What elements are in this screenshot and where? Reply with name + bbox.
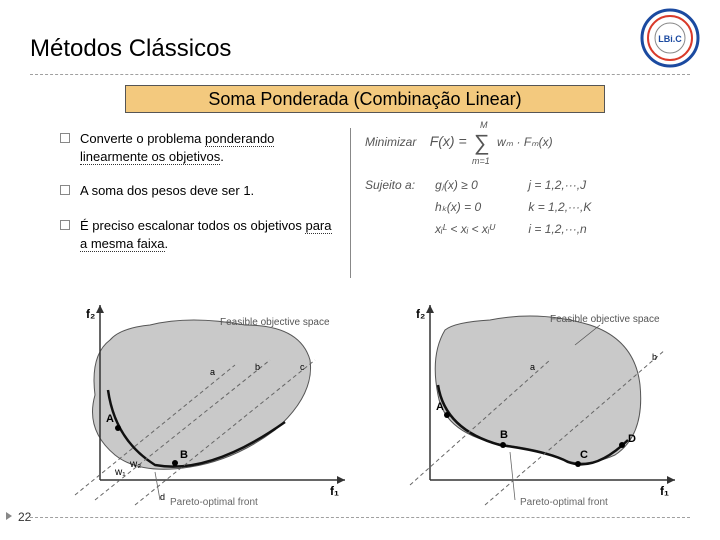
- point-label: B: [180, 449, 188, 461]
- math-constraint-row: xᵢᴸ < xᵢ < xᵢᵁ i = 1,2,···,n: [365, 222, 700, 236]
- w-label: w₁: [114, 467, 126, 478]
- logo-svg: LBi.C: [640, 8, 700, 68]
- axis-label: f₂: [416, 307, 425, 321]
- math-term: wₘ · Fₘ(x): [497, 135, 553, 149]
- label-pointer: [510, 452, 515, 500]
- math-block: Minimizar F(x) = M ∑ m=1 wₘ · Fₘ(x) Suje…: [365, 130, 700, 244]
- feasible-blob: [435, 316, 640, 463]
- figure-right: f₂ f₁ A B C D a b Feasible objective spa…: [390, 300, 690, 510]
- subtitle: Soma Ponderada (Combinação Linear): [125, 85, 605, 113]
- point-label: C: [580, 449, 588, 461]
- axis-label: f₁: [330, 484, 339, 498]
- point-D: [619, 442, 625, 448]
- sigma-icon: ∑: [474, 130, 490, 155]
- sum-lower: m=1: [472, 156, 490, 166]
- math-subject: Sujeito a: gⱼ(x) ≥ 0 j = 1,2,···,J: [365, 178, 700, 192]
- math-constraint: gⱼ(x) ≥ 0: [435, 178, 525, 192]
- point-A: [444, 412, 450, 418]
- bullet-marker-icon: [60, 220, 70, 230]
- math-index: k = 1,2,···,K: [528, 200, 591, 214]
- math-label: Minimizar: [365, 135, 416, 149]
- x-arrow-icon: [667, 476, 675, 484]
- y-arrow-icon: [96, 305, 104, 313]
- bullet-tail: .: [220, 149, 224, 164]
- pareto-label: Pareto-optimal front: [170, 497, 258, 508]
- figure-label: Feasible objective space: [220, 317, 330, 328]
- feasible-blob: [93, 320, 311, 469]
- figure-label: Feasible objective space: [550, 314, 660, 325]
- point-label: A: [436, 401, 444, 413]
- math-constraint: xᵢᴸ < xᵢ < xᵢᵁ: [435, 222, 525, 236]
- figure-left-svg: f₂ f₁ A B w₁ w₂ a b c d Feasible objecti…: [60, 300, 360, 510]
- bullet-list: Converte o problema ponderando linearmen…: [60, 130, 340, 269]
- point-label: A: [106, 413, 114, 425]
- axis-label: f₂: [86, 307, 95, 321]
- bullet-lead: Converte o problema: [80, 131, 205, 146]
- bullet-item: A soma dos pesos deve ser 1.: [60, 182, 340, 200]
- bullet-item: Converte o problema ponderando linearmen…: [60, 130, 340, 166]
- math-constraint: hₖ(x) = 0: [435, 200, 525, 214]
- math-fx: F(x) =: [430, 133, 467, 149]
- page-number: 22: [18, 510, 31, 524]
- math-sum: M ∑ m=1: [474, 130, 490, 156]
- arrow-label: b: [652, 352, 657, 362]
- point-label: B: [500, 429, 508, 441]
- math-minimize: Minimizar F(x) = M ∑ m=1 wₘ · Fₘ(x): [365, 130, 700, 156]
- math-constraint-row: hₖ(x) = 0 k = 1,2,···,K: [365, 200, 700, 214]
- figure-right-svg: f₂ f₁ A B C D a b Feasible objective spa…: [390, 300, 690, 510]
- bullet-text: A soma dos pesos deve ser 1.: [80, 182, 340, 200]
- figure-left: f₂ f₁ A B w₁ w₂ a b c d Feasible objecti…: [60, 300, 360, 510]
- math-label: Sujeito a:: [365, 178, 415, 192]
- point-B: [500, 442, 506, 448]
- x-arrow-icon: [337, 476, 345, 484]
- arrow-label: c: [300, 362, 305, 372]
- point-B: [172, 460, 178, 466]
- point-label: D: [628, 433, 636, 445]
- bullet-marker-icon: [60, 133, 70, 143]
- page-title: Métodos Clássicos: [30, 35, 231, 63]
- point-A: [115, 425, 121, 431]
- page-marker-icon: [6, 512, 12, 520]
- bullet-marker-icon: [60, 185, 70, 195]
- bullet-tail: .: [165, 236, 169, 251]
- arrow-label: d: [160, 492, 165, 502]
- sum-upper: M: [480, 120, 488, 130]
- arrow-label: a: [530, 362, 535, 372]
- title-underline: [30, 74, 690, 75]
- logo-text: LBi.C: [658, 34, 682, 44]
- w-label: w₂: [129, 459, 141, 470]
- axis-label: f₁: [660, 484, 669, 498]
- bullet-lead: A soma dos pesos deve ser 1.: [80, 183, 254, 198]
- math-index: i = 1,2,···,n: [528, 222, 586, 236]
- arrow-label: b: [255, 362, 260, 372]
- arrow-label: a: [210, 367, 215, 377]
- point-C: [575, 461, 581, 467]
- footer-line: [30, 517, 690, 518]
- bullet-lead: É preciso escalonar todos os objetivos: [80, 218, 305, 233]
- vertical-divider: [350, 128, 351, 278]
- bullet-text: Converte o problema ponderando linearmen…: [80, 130, 340, 166]
- logo: LBi.C: [640, 8, 700, 68]
- pareto-label: Pareto-optimal front: [520, 497, 608, 508]
- bullet-text: É preciso escalonar todos os objetivos p…: [80, 217, 340, 253]
- y-arrow-icon: [426, 305, 434, 313]
- math-index: j = 1,2,···,J: [528, 178, 586, 192]
- bullet-item: É preciso escalonar todos os objetivos p…: [60, 217, 340, 253]
